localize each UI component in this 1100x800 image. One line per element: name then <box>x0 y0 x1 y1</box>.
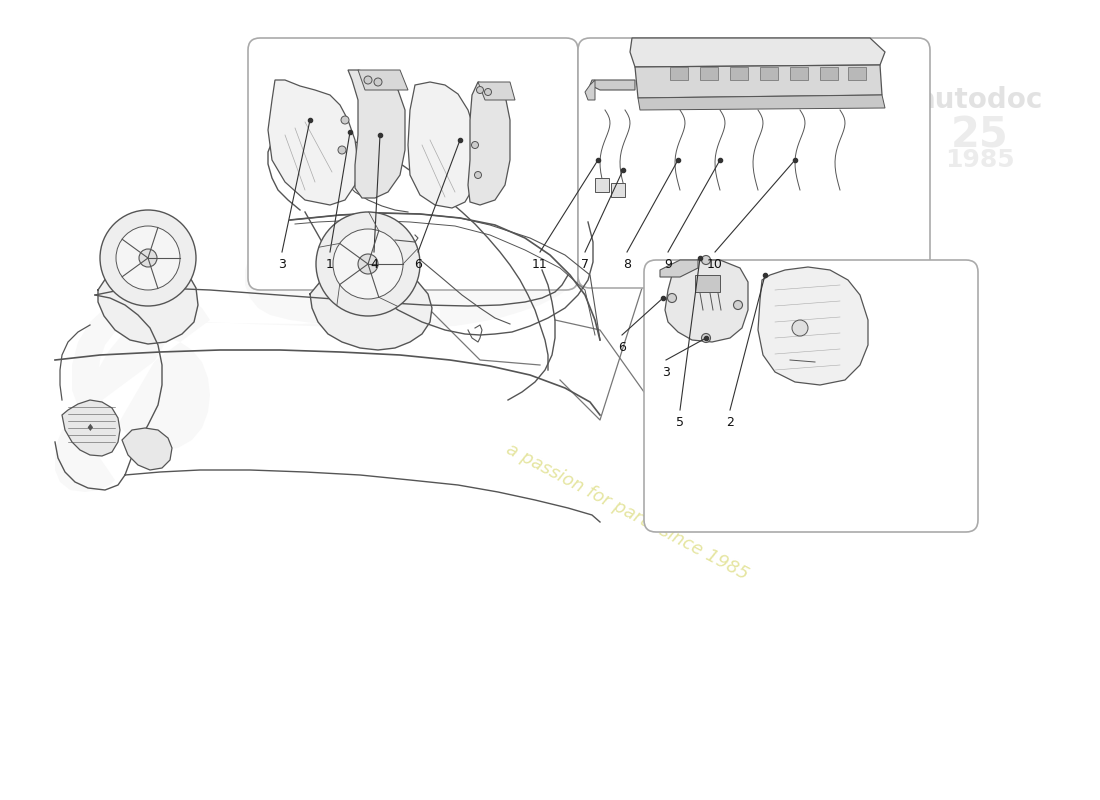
Polygon shape <box>348 70 405 198</box>
Circle shape <box>668 294 676 302</box>
Text: 11: 11 <box>532 258 548 271</box>
Circle shape <box>472 142 478 149</box>
Polygon shape <box>62 400 120 456</box>
Polygon shape <box>848 67 866 80</box>
Text: 1: 1 <box>326 258 334 271</box>
Polygon shape <box>820 67 838 80</box>
Polygon shape <box>630 38 886 67</box>
Circle shape <box>338 146 346 154</box>
Circle shape <box>702 255 711 265</box>
Circle shape <box>792 320 808 336</box>
Polygon shape <box>468 82 510 205</box>
Polygon shape <box>670 67 688 80</box>
Polygon shape <box>122 428 172 470</box>
Polygon shape <box>590 80 635 90</box>
Polygon shape <box>310 264 432 350</box>
Circle shape <box>100 210 196 306</box>
Text: 6: 6 <box>414 258 422 271</box>
Text: 25: 25 <box>952 114 1009 156</box>
Circle shape <box>474 171 482 178</box>
Circle shape <box>702 334 711 342</box>
FancyBboxPatch shape <box>248 38 578 290</box>
Text: a passion for parts since 1985: a passion for parts since 1985 <box>503 440 751 584</box>
Polygon shape <box>695 275 721 292</box>
Circle shape <box>333 229 403 299</box>
Text: 6: 6 <box>618 341 626 354</box>
Polygon shape <box>585 80 595 100</box>
Text: autodoc: autodoc <box>916 86 1043 114</box>
Text: 7: 7 <box>581 258 589 271</box>
Circle shape <box>374 78 382 86</box>
Polygon shape <box>358 70 408 90</box>
Polygon shape <box>660 260 698 277</box>
Text: 5: 5 <box>676 416 684 429</box>
Text: ♦: ♦ <box>86 423 95 433</box>
FancyBboxPatch shape <box>578 38 930 288</box>
Text: 10: 10 <box>707 258 723 271</box>
Polygon shape <box>635 65 882 98</box>
Text: 2: 2 <box>726 416 734 429</box>
Text: 3: 3 <box>278 258 286 271</box>
Polygon shape <box>700 67 718 80</box>
Circle shape <box>316 212 420 316</box>
Polygon shape <box>790 67 808 80</box>
Polygon shape <box>758 267 868 385</box>
Circle shape <box>364 76 372 84</box>
Polygon shape <box>730 67 748 80</box>
Polygon shape <box>268 80 358 205</box>
Polygon shape <box>595 178 609 192</box>
Circle shape <box>734 301 742 310</box>
Text: 8: 8 <box>623 258 631 271</box>
Polygon shape <box>610 183 625 197</box>
Circle shape <box>484 89 492 95</box>
Circle shape <box>358 254 378 274</box>
FancyBboxPatch shape <box>644 260 978 532</box>
Text: 1985: 1985 <box>945 148 1015 172</box>
Polygon shape <box>760 67 778 80</box>
Polygon shape <box>638 95 886 110</box>
Polygon shape <box>478 82 515 100</box>
Circle shape <box>116 226 180 290</box>
Polygon shape <box>55 162 595 492</box>
Polygon shape <box>408 82 478 208</box>
Polygon shape <box>666 260 748 342</box>
Text: 9: 9 <box>664 258 672 271</box>
Circle shape <box>341 116 349 124</box>
Polygon shape <box>98 258 198 344</box>
Text: 4: 4 <box>370 258 378 271</box>
Circle shape <box>476 86 484 94</box>
Text: 3: 3 <box>662 366 670 379</box>
Circle shape <box>139 249 157 267</box>
